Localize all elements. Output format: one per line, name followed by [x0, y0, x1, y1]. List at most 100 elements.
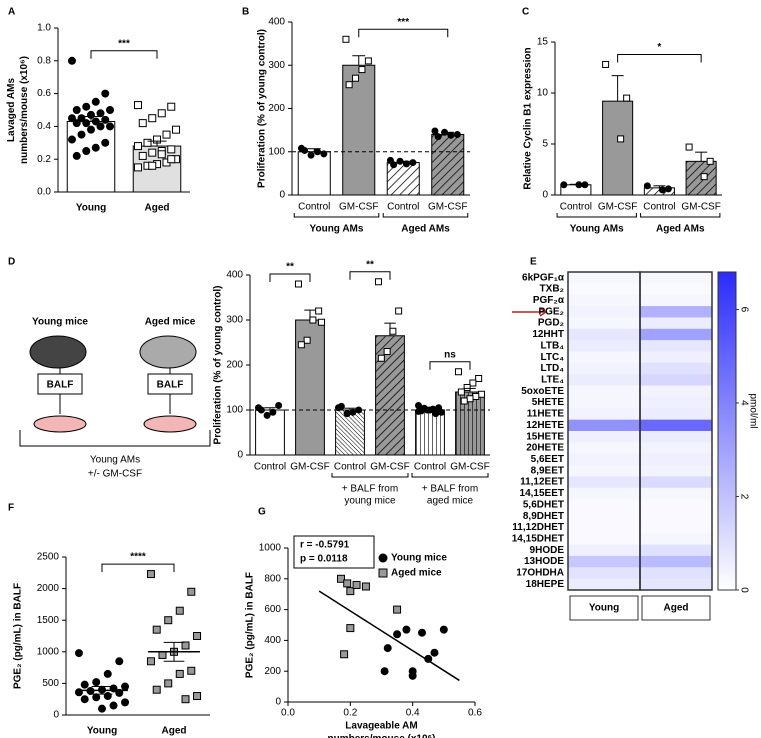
point — [383, 348, 391, 355]
x-tick-label: GM-CSF — [339, 202, 378, 213]
heat-cell — [568, 521, 640, 534]
row-label: 14,15EET — [520, 488, 564, 499]
significance-label: *** — [118, 38, 130, 49]
point — [181, 641, 190, 650]
point — [67, 114, 76, 123]
point — [383, 644, 392, 653]
significance-label: ** — [286, 262, 294, 273]
dish — [143, 415, 197, 433]
heat-cell — [568, 499, 640, 511]
significance-label: ns — [444, 349, 456, 360]
point — [352, 580, 361, 589]
point — [364, 57, 372, 65]
row-label: 18HEPE — [526, 579, 565, 590]
row-label: 5,6EET — [531, 454, 564, 465]
bar — [297, 151, 331, 196]
point — [469, 379, 477, 387]
bar-hatch — [415, 410, 445, 455]
point — [193, 632, 202, 640]
point — [82, 102, 91, 111]
point — [623, 94, 631, 102]
point — [408, 671, 417, 680]
heat-cell — [640, 328, 712, 341]
row-label: 17OHDHA — [516, 568, 564, 579]
x-tick-label: Aged — [162, 726, 187, 737]
arrow — [512, 307, 548, 317]
point — [643, 182, 651, 190]
x-tick-label: GM-CSF — [428, 202, 467, 213]
diagram-caption: Young AMs — [90, 455, 140, 466]
x-axis-label: numbers/mouse (x10⁶) — [328, 734, 436, 738]
group-bracket — [382, 213, 469, 218]
point — [82, 119, 91, 128]
heat-cell — [568, 533, 640, 545]
heat-cell — [568, 453, 640, 466]
significance-bracket — [269, 273, 311, 282]
heat-cell — [568, 396, 640, 409]
column-label-box — [569, 595, 639, 621]
point — [434, 133, 442, 141]
point — [463, 384, 471, 391]
point — [337, 402, 345, 410]
heat-cell — [640, 283, 712, 296]
point — [340, 650, 349, 659]
point — [72, 151, 81, 160]
heat-cell — [640, 453, 712, 466]
x-tick-label: Control — [298, 202, 330, 213]
point — [143, 138, 152, 147]
y-tick-label: 15 — [537, 37, 549, 48]
point — [72, 119, 81, 128]
heat-cell — [568, 385, 640, 398]
x-tick-label: GM-CSF — [370, 462, 409, 473]
heat-cell — [640, 396, 712, 409]
point — [466, 395, 474, 403]
point — [393, 630, 402, 639]
group-label: aged mice — [427, 496, 474, 507]
point — [87, 125, 95, 134]
diagram-label: Young mice — [32, 317, 88, 328]
bar — [255, 409, 285, 456]
point — [162, 130, 171, 139]
annotation: p = 0.0118 — [300, 554, 348, 565]
y-tick-label: 500 — [42, 678, 59, 689]
y-axis-label: PGE₂ (pg/mL) in BALF — [13, 583, 24, 689]
heat-cell — [568, 465, 640, 477]
y-axis-label: Relative Cyclin B1 expression — [523, 47, 534, 189]
x-tick-label: Young — [76, 203, 106, 214]
point — [377, 354, 385, 362]
point — [157, 150, 166, 159]
point — [164, 679, 173, 688]
heat-cell — [640, 385, 712, 398]
row-label: LTC₄ — [541, 352, 565, 363]
heat-cell — [640, 544, 712, 557]
heat-cell — [568, 431, 640, 443]
y-tick-label: 200 — [268, 103, 285, 114]
row-label: LTE₄ — [541, 375, 564, 386]
group-label: Aged AMs — [656, 224, 705, 235]
point — [581, 181, 589, 189]
y-tick-label: 0.6 — [37, 88, 51, 99]
point — [303, 336, 311, 344]
y-tick-label: 0.0 — [37, 187, 51, 198]
row-label: 5oxoETE — [521, 386, 564, 397]
column-label-box — [641, 595, 711, 621]
y-tick-label: 400 — [226, 270, 243, 281]
point — [96, 109, 105, 118]
row-label: 11,12DHET — [512, 522, 564, 533]
point — [80, 680, 89, 689]
point — [320, 150, 328, 158]
x-axis-label: Lavageable AM — [345, 721, 417, 732]
heat-cell — [640, 442, 712, 455]
x-tick-label: Control — [254, 462, 286, 473]
significance-bracket — [617, 53, 702, 63]
point — [658, 186, 666, 194]
point — [72, 106, 81, 114]
point — [91, 117, 100, 126]
point — [193, 692, 202, 701]
row-label: 5HETE — [532, 397, 565, 408]
y-axis-label: numbers/mouse (x10⁶) — [19, 56, 30, 164]
annotation: r = -0.5791 — [300, 540, 350, 551]
significance-label: ** — [366, 259, 374, 270]
y-tick-label: 400 — [268, 17, 285, 28]
point — [77, 130, 86, 139]
